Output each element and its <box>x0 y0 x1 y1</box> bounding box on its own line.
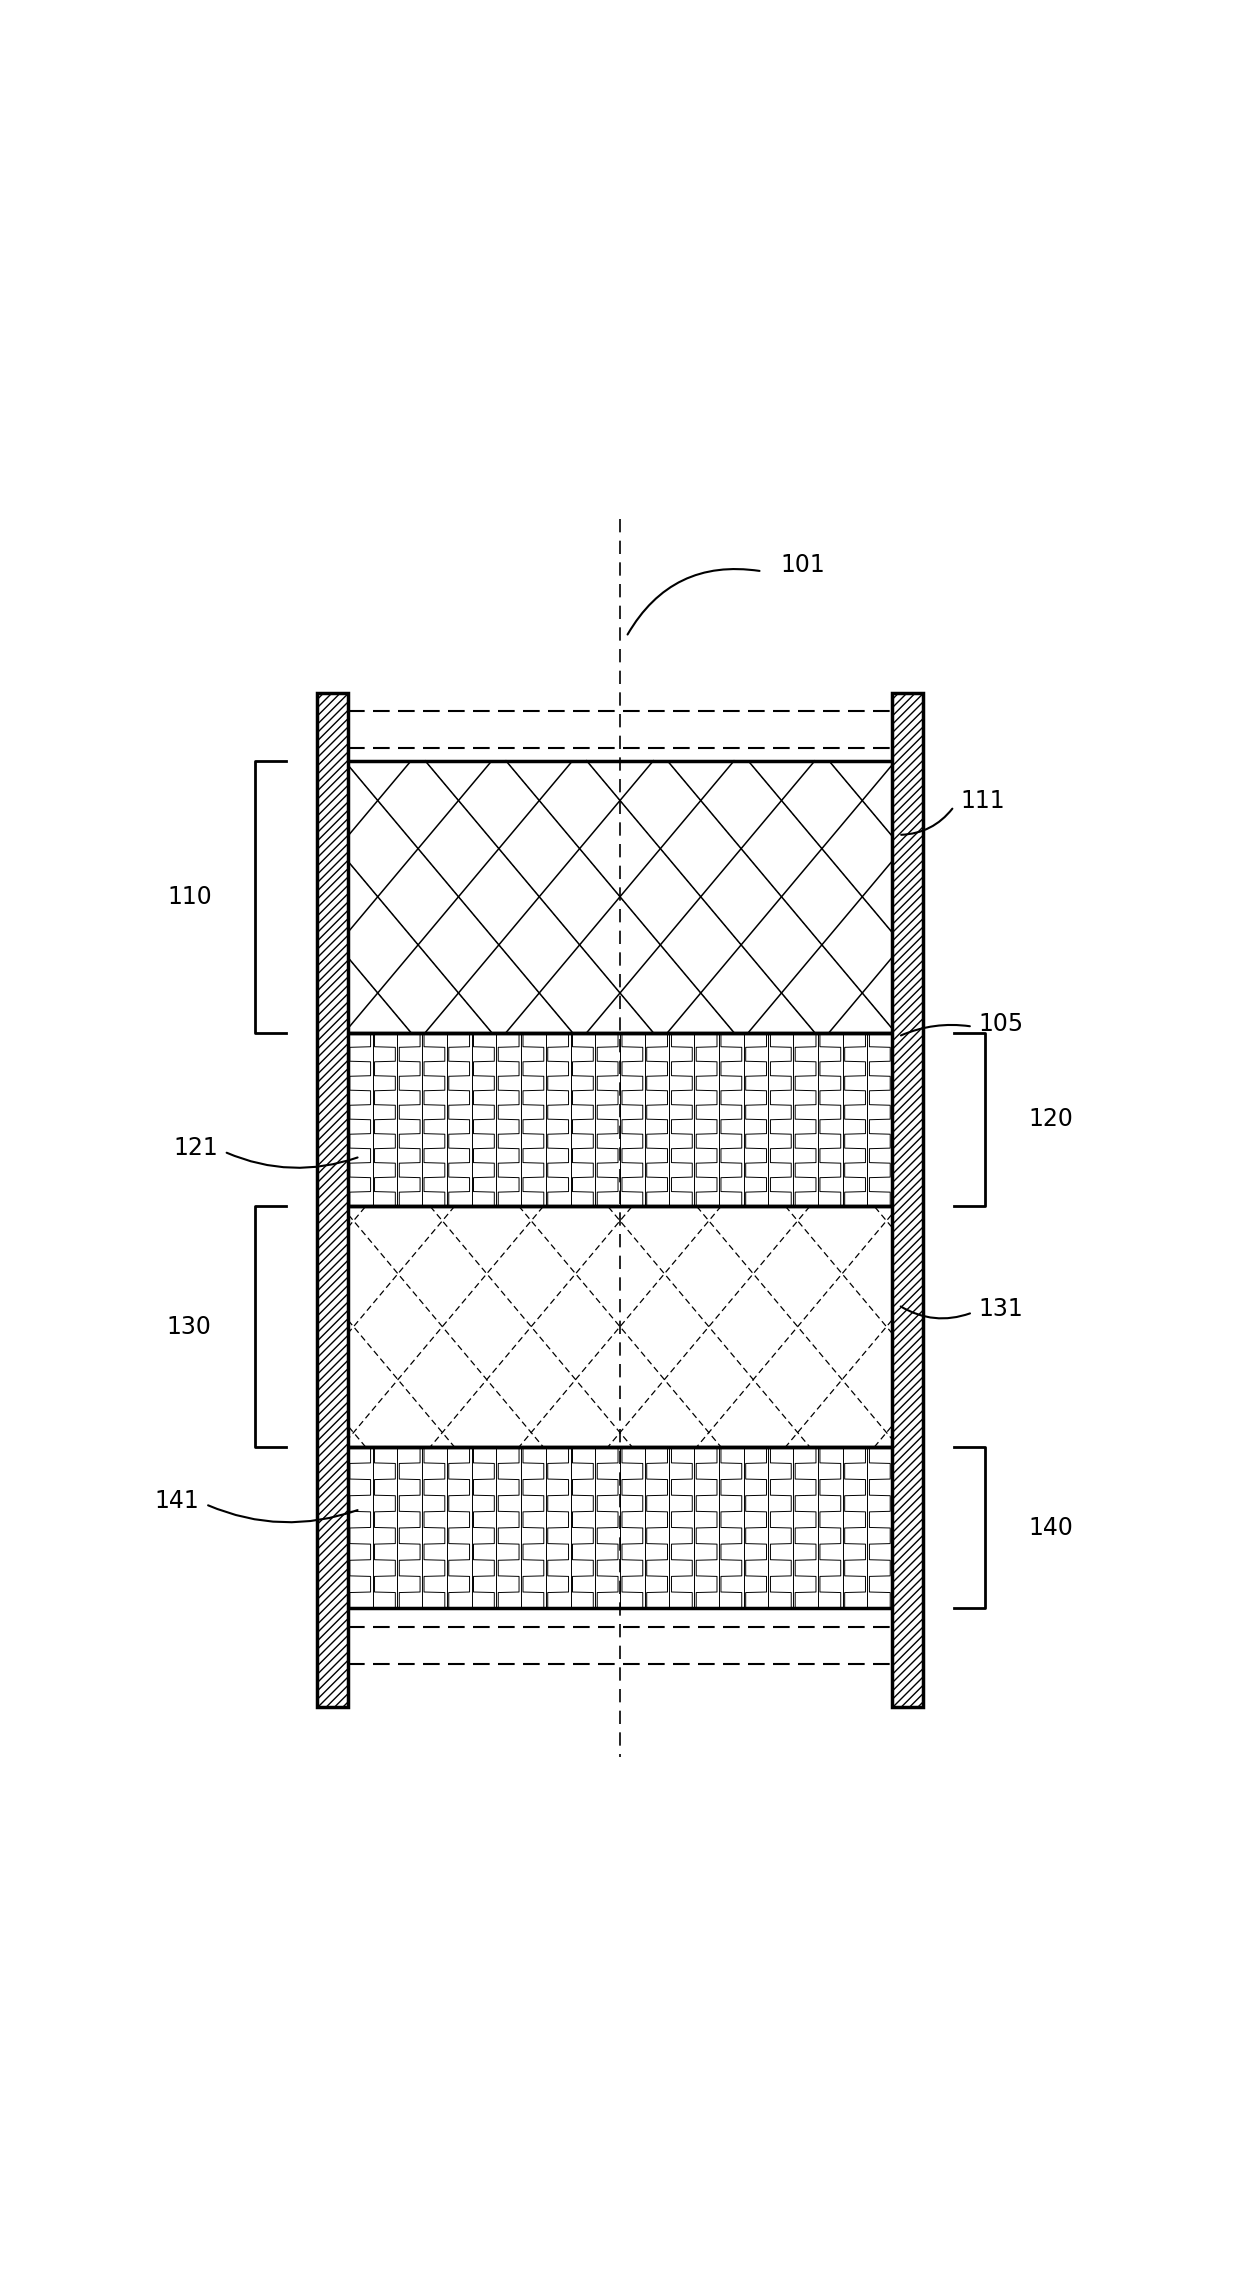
FancyArrowPatch shape <box>901 808 952 835</box>
FancyArrowPatch shape <box>627 569 760 635</box>
Text: 140: 140 <box>1028 1516 1073 1541</box>
Text: 101: 101 <box>781 553 826 578</box>
Text: 141: 141 <box>155 1489 200 1514</box>
Text: 131: 131 <box>978 1297 1023 1320</box>
Bar <box>347 760 893 1033</box>
Text: 105: 105 <box>978 1013 1024 1036</box>
Text: 130: 130 <box>167 1316 212 1338</box>
FancyArrowPatch shape <box>227 1152 357 1168</box>
FancyArrowPatch shape <box>900 1306 970 1318</box>
Bar <box>347 1033 893 1206</box>
Text: 110: 110 <box>167 885 212 908</box>
Bar <box>893 692 923 1707</box>
FancyArrowPatch shape <box>208 1504 357 1523</box>
Text: 121: 121 <box>174 1136 218 1161</box>
Bar <box>317 692 347 1707</box>
Text: 120: 120 <box>1028 1108 1073 1131</box>
Bar <box>347 1206 893 1448</box>
Bar <box>347 1448 893 1609</box>
Text: 111: 111 <box>960 790 1004 813</box>
FancyArrowPatch shape <box>901 1024 970 1036</box>
